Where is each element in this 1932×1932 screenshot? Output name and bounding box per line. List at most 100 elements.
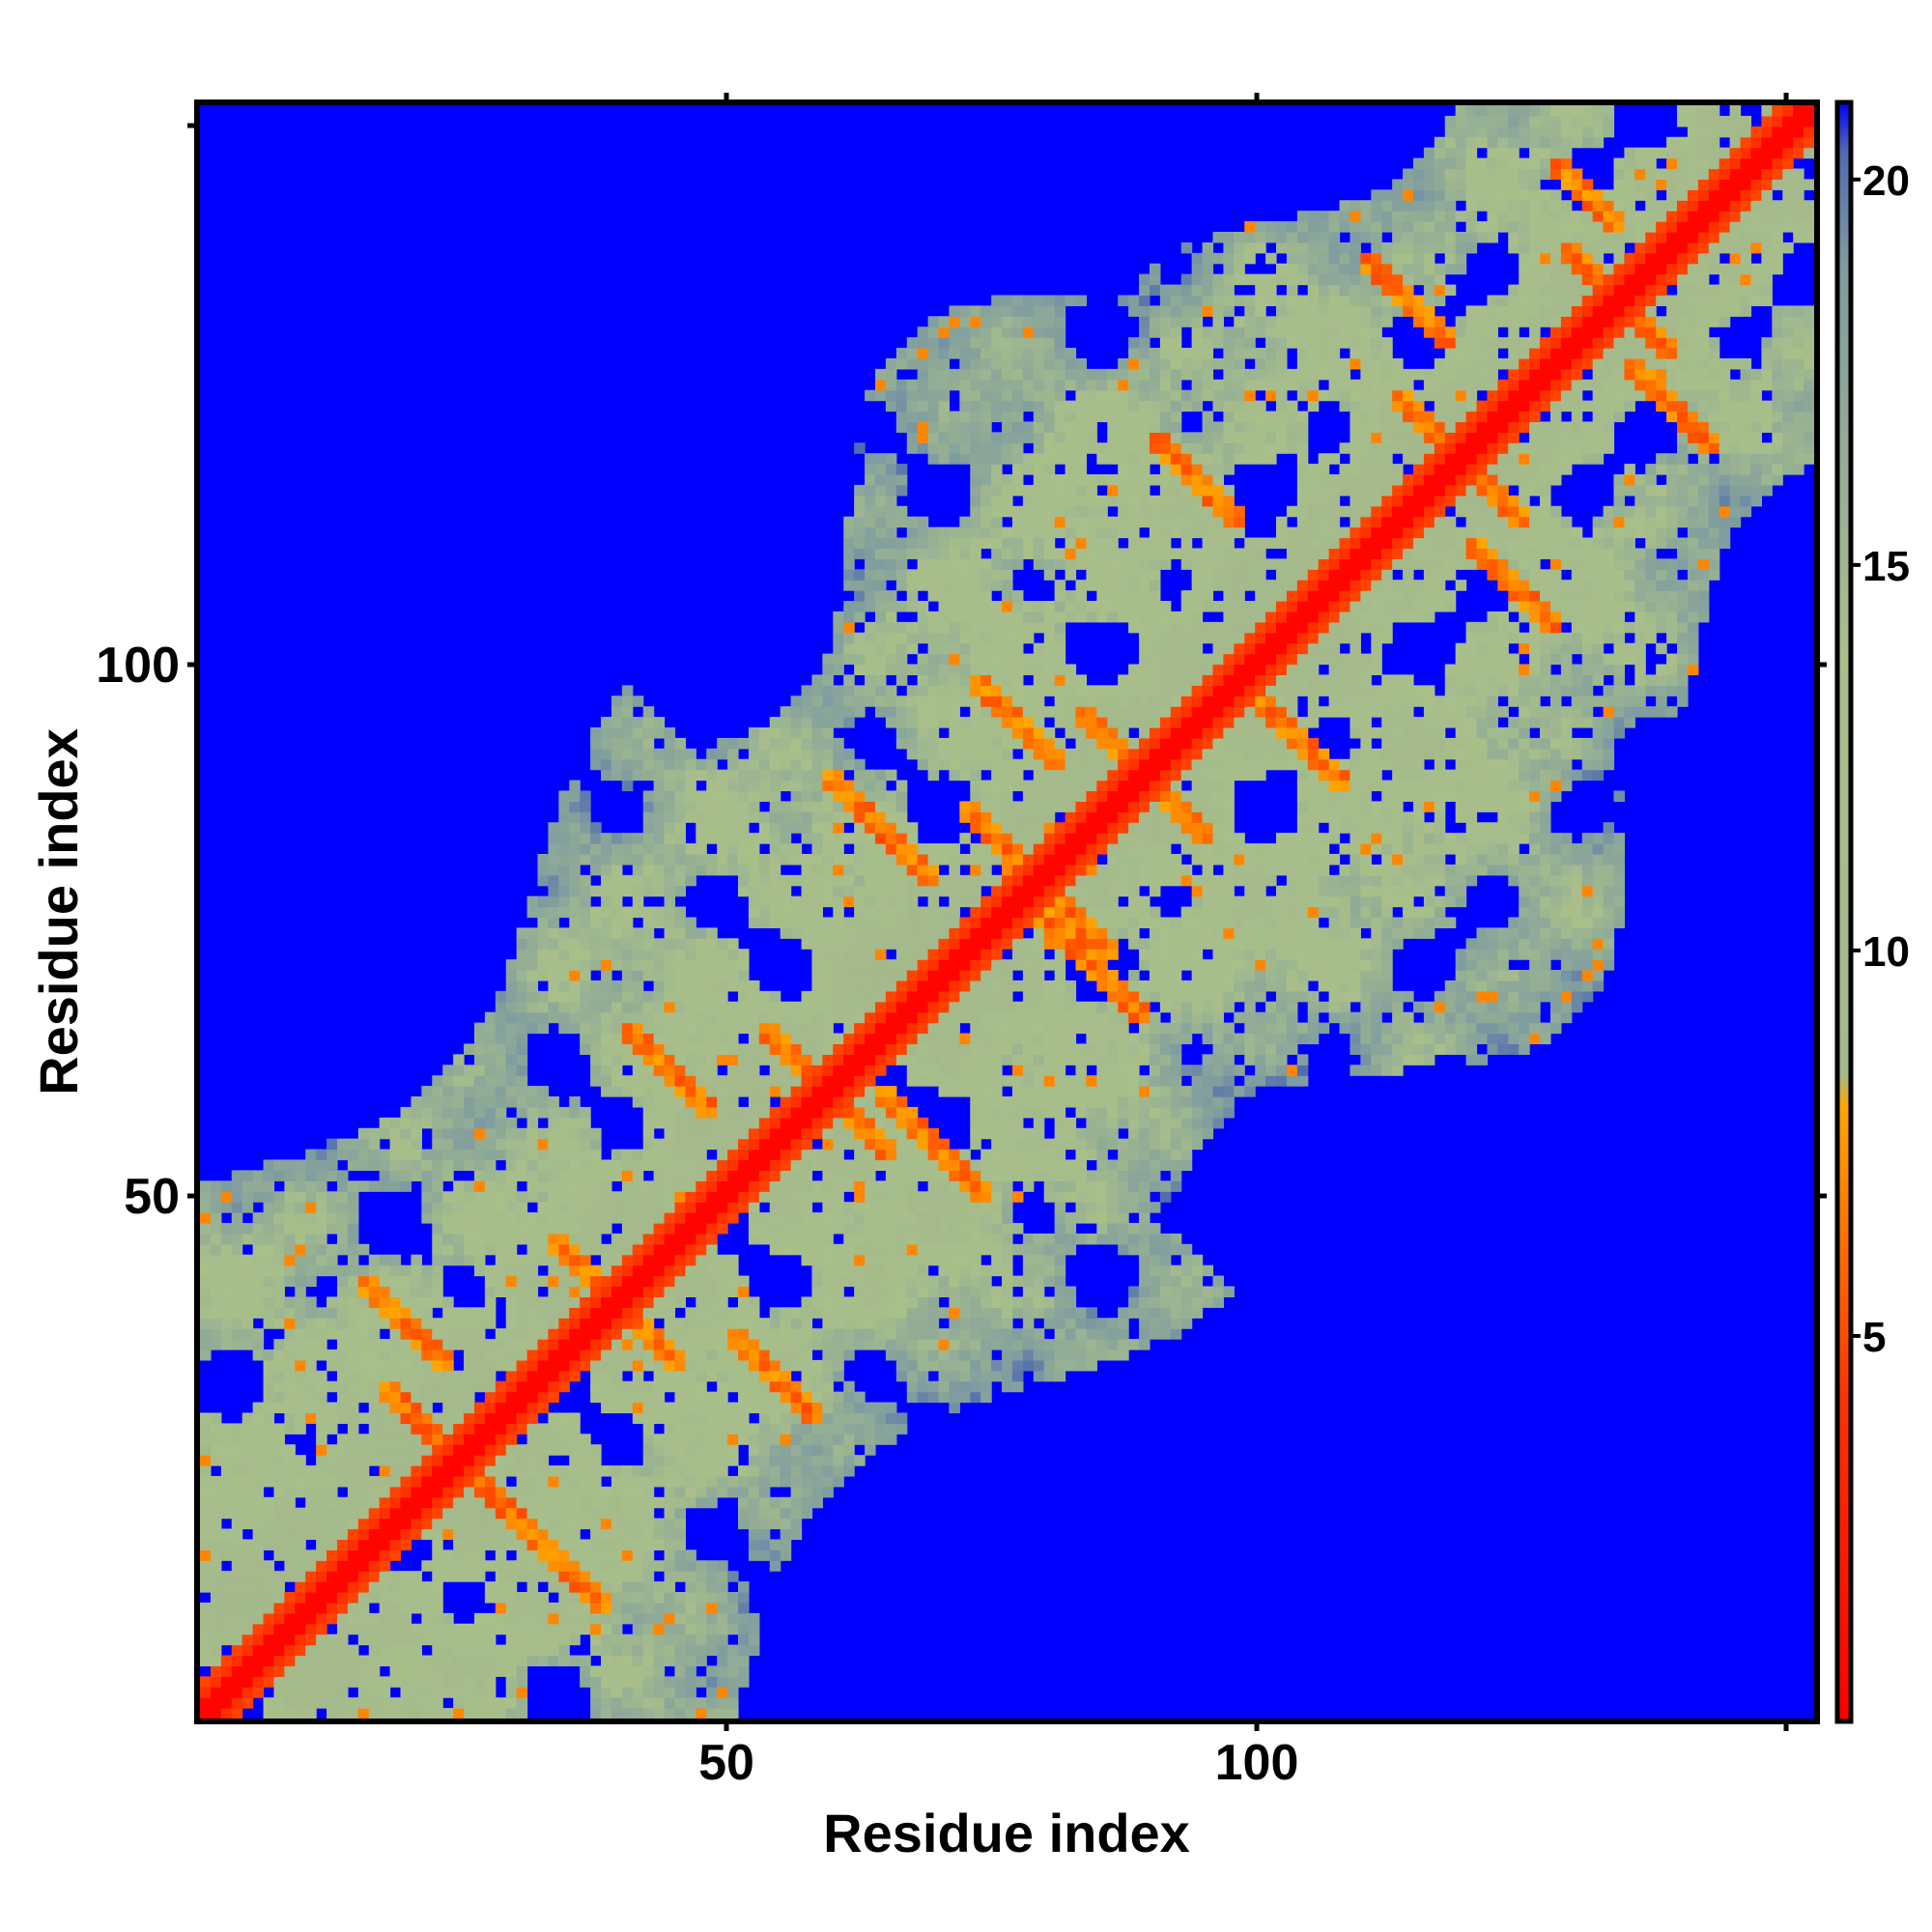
heatmap-cell bbox=[210, 1243, 222, 1256]
heatmap-cell bbox=[938, 601, 951, 612]
heatmap-cell bbox=[917, 411, 929, 423]
heatmap-cell bbox=[906, 379, 919, 391]
heatmap-cell bbox=[442, 1349, 454, 1361]
heatmap-cell bbox=[854, 1149, 866, 1161]
heatmap-cell bbox=[464, 1665, 475, 1677]
heatmap-cell bbox=[368, 1655, 381, 1667]
heatmap-cell bbox=[411, 1655, 422, 1667]
heatmap-cell bbox=[865, 1127, 876, 1140]
heatmap-cell bbox=[748, 1328, 760, 1340]
heatmap-cell bbox=[769, 1455, 781, 1466]
heatmap-cell bbox=[874, 874, 887, 887]
heatmap-cell bbox=[780, 1455, 792, 1466]
heatmap-cell bbox=[927, 717, 940, 728]
heatmap-cell bbox=[738, 1359, 750, 1372]
heatmap-cell bbox=[959, 769, 971, 781]
heatmap-cell bbox=[537, 1539, 550, 1550]
heatmap-cell bbox=[505, 1359, 518, 1372]
heatmap-cell bbox=[242, 1222, 254, 1235]
heatmap-cell bbox=[949, 1191, 960, 1203]
heatmap-cell bbox=[980, 1191, 992, 1203]
heatmap-cell bbox=[558, 1212, 570, 1224]
heatmap-cell bbox=[780, 1307, 792, 1319]
heatmap-cell bbox=[959, 874, 971, 887]
heatmap-cell bbox=[906, 1138, 919, 1151]
heatmap-cell bbox=[811, 1444, 823, 1456]
heatmap-cell bbox=[865, 895, 876, 908]
heatmap-cell bbox=[727, 1191, 739, 1203]
heatmap-cell bbox=[780, 1054, 792, 1065]
heatmap-cell bbox=[674, 1117, 686, 1129]
heatmap-cell bbox=[738, 990, 750, 1003]
heatmap-cell bbox=[590, 1475, 602, 1488]
heatmap-cell bbox=[874, 990, 887, 1003]
heatmap-cell bbox=[590, 726, 602, 739]
heatmap-cell bbox=[263, 1539, 275, 1550]
heatmap-cell bbox=[927, 357, 940, 370]
heatmap-cell bbox=[389, 1507, 402, 1520]
heatmap-cell bbox=[664, 1001, 676, 1013]
heatmap-cell bbox=[685, 1402, 696, 1414]
heatmap-cell bbox=[611, 1043, 623, 1055]
heatmap-cell bbox=[833, 1423, 844, 1435]
heatmap-cell bbox=[833, 653, 844, 666]
heatmap-cell bbox=[822, 874, 834, 887]
heatmap-cell bbox=[453, 1634, 465, 1646]
heatmap-cell bbox=[843, 569, 855, 581]
heatmap-cell bbox=[874, 864, 887, 876]
heatmap-cell bbox=[674, 1697, 686, 1709]
heatmap-cell bbox=[632, 1549, 644, 1561]
heatmap-cell bbox=[411, 1127, 422, 1140]
heatmap-cell bbox=[442, 1202, 454, 1213]
heatmap-cell bbox=[284, 1254, 296, 1266]
heatmap-cell bbox=[263, 1275, 275, 1288]
heatmap-cell bbox=[706, 1127, 718, 1140]
heatmap-cell bbox=[822, 1043, 834, 1055]
heatmap-cell bbox=[220, 1180, 233, 1192]
heatmap-cell bbox=[906, 1065, 919, 1076]
heatmap-cell bbox=[895, 990, 908, 1003]
heatmap-cell bbox=[653, 1043, 666, 1055]
heatmap-cell bbox=[843, 864, 855, 876]
heatmap-cell bbox=[769, 1349, 781, 1361]
heatmap-cell bbox=[516, 1644, 528, 1657]
heatmap-cell bbox=[210, 1623, 222, 1635]
heatmap-cell bbox=[938, 1202, 951, 1213]
heatmap-cell bbox=[642, 917, 655, 928]
heatmap-cell bbox=[263, 1222, 275, 1235]
heatmap-cell bbox=[505, 1264, 518, 1277]
heatmap-cell bbox=[389, 1117, 402, 1129]
heatmap-cell bbox=[284, 1518, 296, 1530]
heatmap-cell bbox=[295, 1423, 306, 1435]
heatmap-cell bbox=[801, 1117, 813, 1129]
heatmap-cell bbox=[368, 1518, 381, 1530]
heatmap-cell bbox=[949, 1180, 960, 1192]
heatmap-cell bbox=[970, 1096, 981, 1108]
heatmap-cell bbox=[273, 1655, 285, 1667]
heatmap-cell bbox=[411, 1434, 422, 1445]
heatmap-cell bbox=[874, 389, 887, 402]
heatmap-cell bbox=[484, 1560, 497, 1572]
heatmap-cell bbox=[642, 1444, 655, 1456]
heatmap-cell bbox=[473, 1170, 486, 1181]
heatmap-cell bbox=[959, 642, 971, 655]
heatmap-cell bbox=[780, 737, 792, 750]
heatmap-cell bbox=[580, 1475, 591, 1488]
heatmap-cell bbox=[389, 1697, 402, 1709]
heatmap-cell bbox=[843, 790, 855, 802]
heatmap-cell bbox=[305, 1296, 317, 1308]
heatmap-cell bbox=[590, 1581, 602, 1593]
heatmap-cell bbox=[642, 1634, 655, 1646]
heatmap-cell bbox=[906, 1001, 919, 1013]
heatmap-cell bbox=[895, 516, 908, 528]
heatmap-cell bbox=[780, 833, 792, 844]
heatmap-cell bbox=[316, 1202, 327, 1213]
heatmap-cell bbox=[242, 1602, 254, 1614]
heatmap-cell bbox=[917, 1307, 929, 1319]
heatmap-cell bbox=[758, 1138, 771, 1151]
heatmap-cell bbox=[284, 1212, 296, 1224]
heatmap-cell bbox=[590, 1560, 602, 1572]
heatmap-cell bbox=[927, 432, 940, 443]
heatmap-cell bbox=[580, 1159, 591, 1172]
heatmap-cell bbox=[263, 1423, 275, 1435]
